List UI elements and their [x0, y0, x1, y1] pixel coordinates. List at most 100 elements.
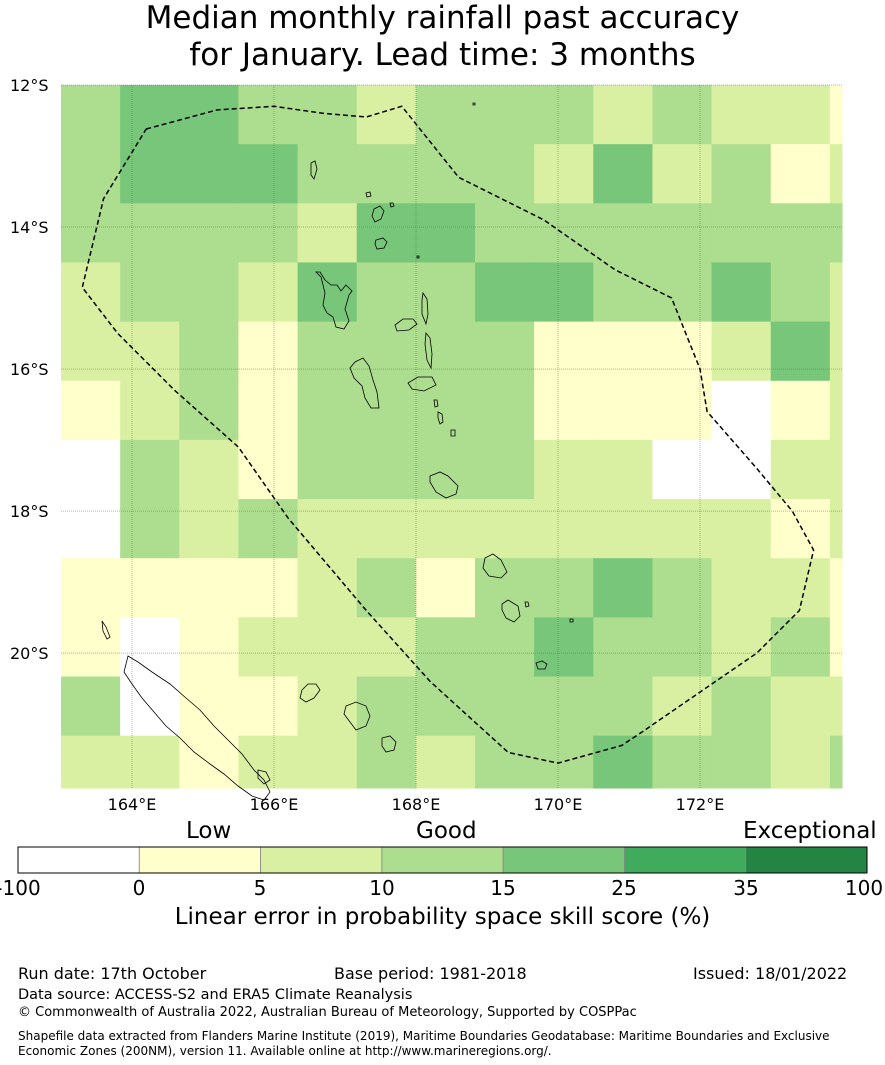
- longitude-label: 168°E: [392, 795, 441, 814]
- skill-cell: [593, 439, 653, 500]
- skill-cell: [356, 676, 417, 737]
- colorbar-segment: [745, 846, 868, 874]
- skill-cell: [711, 262, 772, 323]
- colorbar-frame: [17, 846, 868, 874]
- chart-title: Median monthly rainfall past accuracy fo…: [0, 0, 885, 74]
- colorbar-label: Linear error in probability space skill …: [174, 904, 711, 930]
- skill-cell: [475, 380, 535, 441]
- skill-cell: [652, 262, 713, 323]
- island-banks-4: [374, 237, 388, 250]
- colorbar-segment: [381, 846, 504, 874]
- longitude-label: 170°E: [534, 795, 583, 814]
- colorbar-tick: 15: [490, 876, 516, 900]
- colorbar-tick: 100: [844, 876, 884, 900]
- skill-cell: [770, 735, 831, 789]
- skill-cell: [61, 735, 121, 789]
- skill-cell: [415, 499, 476, 559]
- skill-cell: [534, 676, 594, 737]
- skill-cell: [652, 617, 713, 678]
- skill-cell: [829, 676, 843, 737]
- skill-cell: [415, 439, 476, 500]
- skill-cell: [534, 439, 594, 500]
- skill-cell: [415, 262, 476, 323]
- island-shepherd: [450, 429, 456, 437]
- skill-cell: [534, 85, 594, 145]
- skill-cell: [770, 439, 831, 500]
- skill-cell: [297, 617, 358, 678]
- island-belep: [101, 620, 111, 640]
- island-ambae: [394, 318, 418, 332]
- skill-cell: [534, 144, 594, 204]
- colorbar-tick: 25: [611, 876, 637, 900]
- skill-cell: [297, 203, 358, 263]
- colorbar-segment: [260, 846, 383, 874]
- skill-cell: [238, 499, 299, 559]
- skill-cell: [593, 617, 653, 678]
- skill-cell: [829, 735, 843, 789]
- skill-cell: [415, 380, 476, 441]
- skill-cell: [829, 558, 843, 618]
- skill-cell: [120, 439, 180, 500]
- shapefile-line-1: Shapefile data extracted from Flanders M…: [18, 1029, 830, 1043]
- skill-cell: [770, 380, 831, 441]
- latitude-label: 18°S: [10, 502, 49, 521]
- skill-cell: [770, 499, 831, 559]
- skill-cell: [297, 144, 358, 204]
- category-good: Good: [416, 818, 477, 844]
- skill-cell: [652, 203, 713, 263]
- skill-cell: [238, 558, 299, 618]
- skill-cell: [415, 144, 476, 204]
- skill-cell: [179, 558, 239, 618]
- skill-cell: [829, 380, 843, 441]
- island-aneityum: [535, 660, 548, 670]
- skill-cell: [593, 262, 653, 323]
- island-mare: [381, 735, 397, 753]
- island-pentecost: [424, 331, 433, 370]
- skill-cell: [297, 439, 358, 500]
- axis-labels: 12°S 14°S 16°S 18°S 20°S 164°E 166°E 168°E 170°E…: [10, 76, 724, 814]
- skill-cell: [356, 321, 417, 382]
- colorbar-segment: [138, 846, 261, 874]
- skill-cell: [61, 439, 121, 500]
- skill-cell: [120, 144, 180, 204]
- eez-boundary: [81, 105, 815, 764]
- skill-cell: [770, 676, 831, 737]
- skill-cell: [593, 321, 653, 382]
- island-malekula: [349, 357, 380, 409]
- skill-cell: [593, 380, 653, 441]
- skill-cell: [534, 321, 594, 382]
- island-ouvea: [299, 683, 321, 703]
- skill-cell: [179, 676, 239, 737]
- colorbar-segment: [17, 846, 140, 874]
- skill-cell: [61, 262, 121, 323]
- skill-cell: [356, 85, 417, 145]
- skill-cell: [829, 262, 843, 323]
- island-futuna: [569, 618, 574, 623]
- skill-cell: [711, 558, 772, 618]
- island-efate: [429, 471, 459, 499]
- skill-cell: [770, 203, 831, 263]
- skill-cell: [238, 85, 299, 145]
- skill-cell: [238, 203, 299, 263]
- skill-cell: [534, 735, 594, 789]
- colorbar-segment: [502, 846, 625, 874]
- skill-cell: [356, 499, 417, 559]
- skill-cell: [652, 380, 713, 441]
- skill-cell: [297, 558, 358, 618]
- skill-cell: [593, 499, 653, 559]
- skill-cell: [593, 85, 653, 145]
- skill-cell: [711, 144, 772, 204]
- skill-cell: [593, 558, 653, 618]
- skill-cell: [297, 380, 358, 441]
- skill-cell: [415, 558, 476, 618]
- skill-cell: [770, 144, 831, 204]
- skill-cell: [711, 499, 772, 559]
- island-tiny-2: [416, 255, 420, 259]
- skill-cell: [120, 499, 180, 559]
- skill-cell: [356, 558, 417, 618]
- island-ambrym: [407, 376, 437, 392]
- skill-cell: [711, 617, 772, 678]
- skill-cell: [415, 735, 476, 789]
- island-banks-1: [365, 191, 372, 198]
- skill-cell: [534, 380, 594, 441]
